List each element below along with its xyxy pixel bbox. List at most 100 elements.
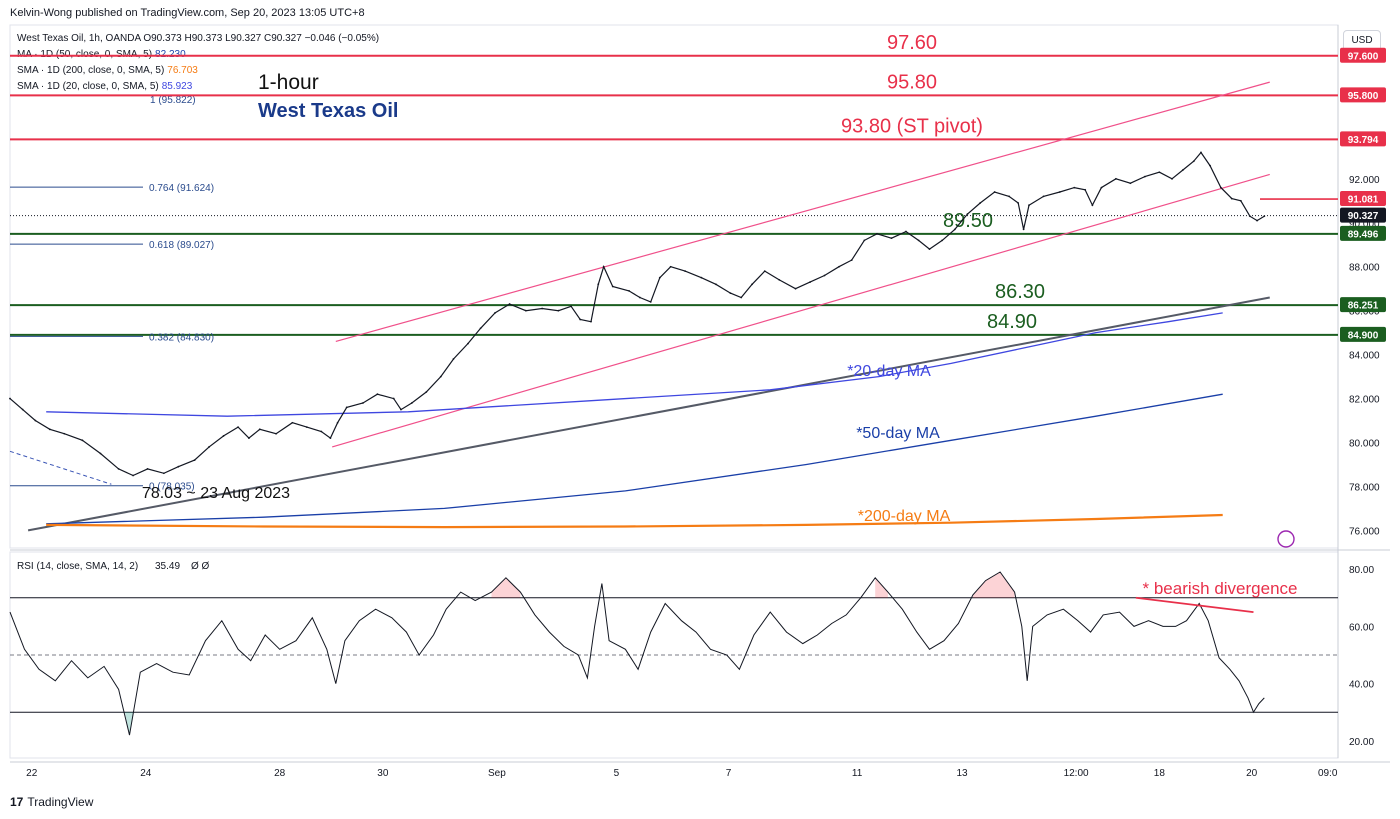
sma200-legend[interactable]: SMA · 1D (200, close, 0, SMA, 5) 76.703 (17, 65, 198, 76)
price-point (452, 358, 455, 360)
price-point (479, 327, 482, 330)
moving-average-line (46, 312, 1223, 417)
price-point (1008, 195, 1011, 198)
price-point (876, 232, 878, 235)
price-point (863, 239, 866, 242)
price-point (34, 419, 37, 422)
price-point (700, 276, 703, 279)
price-tag-bg (1340, 131, 1386, 147)
price-tag: 86.251 (1348, 301, 1379, 312)
rsi-legend-extra: Ø Ø (191, 561, 210, 572)
price-tag: 84.900 (1348, 330, 1379, 341)
price-tag: 95.800 (1348, 91, 1379, 102)
price-point (979, 202, 982, 204)
key-level-label: 97.60 (887, 32, 937, 54)
price-point (1058, 191, 1061, 193)
price-point (541, 307, 544, 310)
price-tag-bg (1340, 87, 1386, 103)
sma200-legend-value: 76.703 (167, 65, 198, 76)
rsi-divergence-line (1135, 596, 1254, 613)
moving-average-label: *200-day MA (858, 508, 951, 525)
price-point (590, 320, 592, 323)
y-tick-label: 76.000 (1349, 526, 1380, 537)
channel-lower-line (332, 173, 1270, 448)
y-tick-label: 90.000 (1349, 219, 1380, 230)
price-point (597, 283, 600, 286)
price-point (953, 228, 956, 231)
y-tick-label: 92.000 (1349, 175, 1380, 186)
tradingview-logo-icon: 17 (10, 795, 24, 809)
price-point (376, 393, 379, 396)
sma20-legend[interactable]: SMA · 1D (20, close, 0, SMA, 5) 85.923 (17, 81, 192, 92)
price-point (1209, 164, 1211, 167)
price-point (345, 406, 348, 409)
sma20-legend-label: SMA · 1D (20, close, 0, SMA, 5) (17, 81, 159, 92)
tradingview-footer[interactable]: 17 TradingView (10, 795, 93, 809)
price-point (400, 408, 402, 411)
rsi-tick-label: 80.00 (1349, 565, 1374, 576)
price-point (602, 265, 605, 268)
price-point (305, 426, 308, 429)
price-point (850, 259, 853, 262)
tradingview-brand: TradingView (27, 795, 94, 809)
x-tick-label: 5 (614, 768, 620, 779)
price-point (177, 465, 180, 468)
sma20-legend-value: 85.923 (161, 81, 193, 92)
moving-average-line (46, 393, 1223, 525)
price-point (320, 430, 323, 433)
price-tag-bg (1340, 297, 1386, 313)
price-point (9, 397, 11, 400)
price-point (1192, 160, 1195, 163)
price-series-line (9, 151, 1265, 477)
bearish-divergence-annotation: * bearish divergence (1143, 579, 1298, 598)
x-tick-label: 7 (726, 768, 732, 779)
fib-level-label: 0.382 (84.830) (149, 332, 214, 343)
rsi-legend-value: 35.49 (155, 561, 180, 572)
ma50-legend-label: MA · 1D (50, close, 0, SMA, 5) (17, 49, 153, 60)
price-point (392, 397, 395, 400)
price-point (729, 292, 732, 294)
y-tick-label: 80.000 (1349, 439, 1380, 450)
rsi-pane-layer: RSI (14, close, SMA, 14, 2) 35.49 Ø Ø * bea… (9, 561, 1338, 736)
price-point (524, 309, 527, 312)
price-point (336, 421, 339, 424)
price-point (917, 239, 920, 242)
price-point (1115, 177, 1117, 180)
price-point (966, 213, 969, 215)
price-tag-bg (1340, 47, 1386, 63)
price-point (237, 426, 239, 429)
fib-level-label: 0 (78.035) (149, 482, 195, 493)
rsi-overbought-fill (875, 577, 888, 598)
ma50-legend[interactable]: MA · 1D (50, close, 0, SMA, 5) 82.230 (17, 49, 186, 60)
price-point (838, 265, 840, 268)
y-tick-label: 86.000 (1349, 307, 1380, 318)
x-tick-label: 09:0 (1318, 768, 1338, 779)
price-point (208, 446, 211, 448)
price-point (146, 467, 149, 470)
timeframe-title: 1-hour (258, 71, 319, 94)
price-point (669, 265, 672, 268)
price-point (638, 296, 641, 299)
rsi-oversold-fill (124, 712, 134, 736)
price-point (362, 402, 364, 404)
price-point (611, 285, 614, 288)
dashed-trendline (9, 450, 112, 485)
instrument-title: West Texas Oil (258, 100, 399, 122)
rsi-overbought-fill (491, 577, 521, 598)
fib-level-label: 0.764 (91.624) (149, 183, 214, 194)
price-point (658, 276, 661, 279)
price-point (993, 191, 996, 193)
price-point (628, 289, 630, 292)
price-point (1219, 186, 1222, 189)
price-point (99, 452, 102, 455)
y-tick-label: 78.000 (1349, 482, 1380, 493)
price-point (275, 432, 277, 435)
price-point (1042, 195, 1045, 198)
x-tick-label: 11 (852, 768, 863, 779)
price-point (649, 300, 652, 303)
price-point (1230, 197, 1233, 200)
symbol-legend: West Texas Oil, 1h, OANDA O90.373 H90.37… (17, 33, 380, 44)
price-point (1263, 215, 1266, 218)
